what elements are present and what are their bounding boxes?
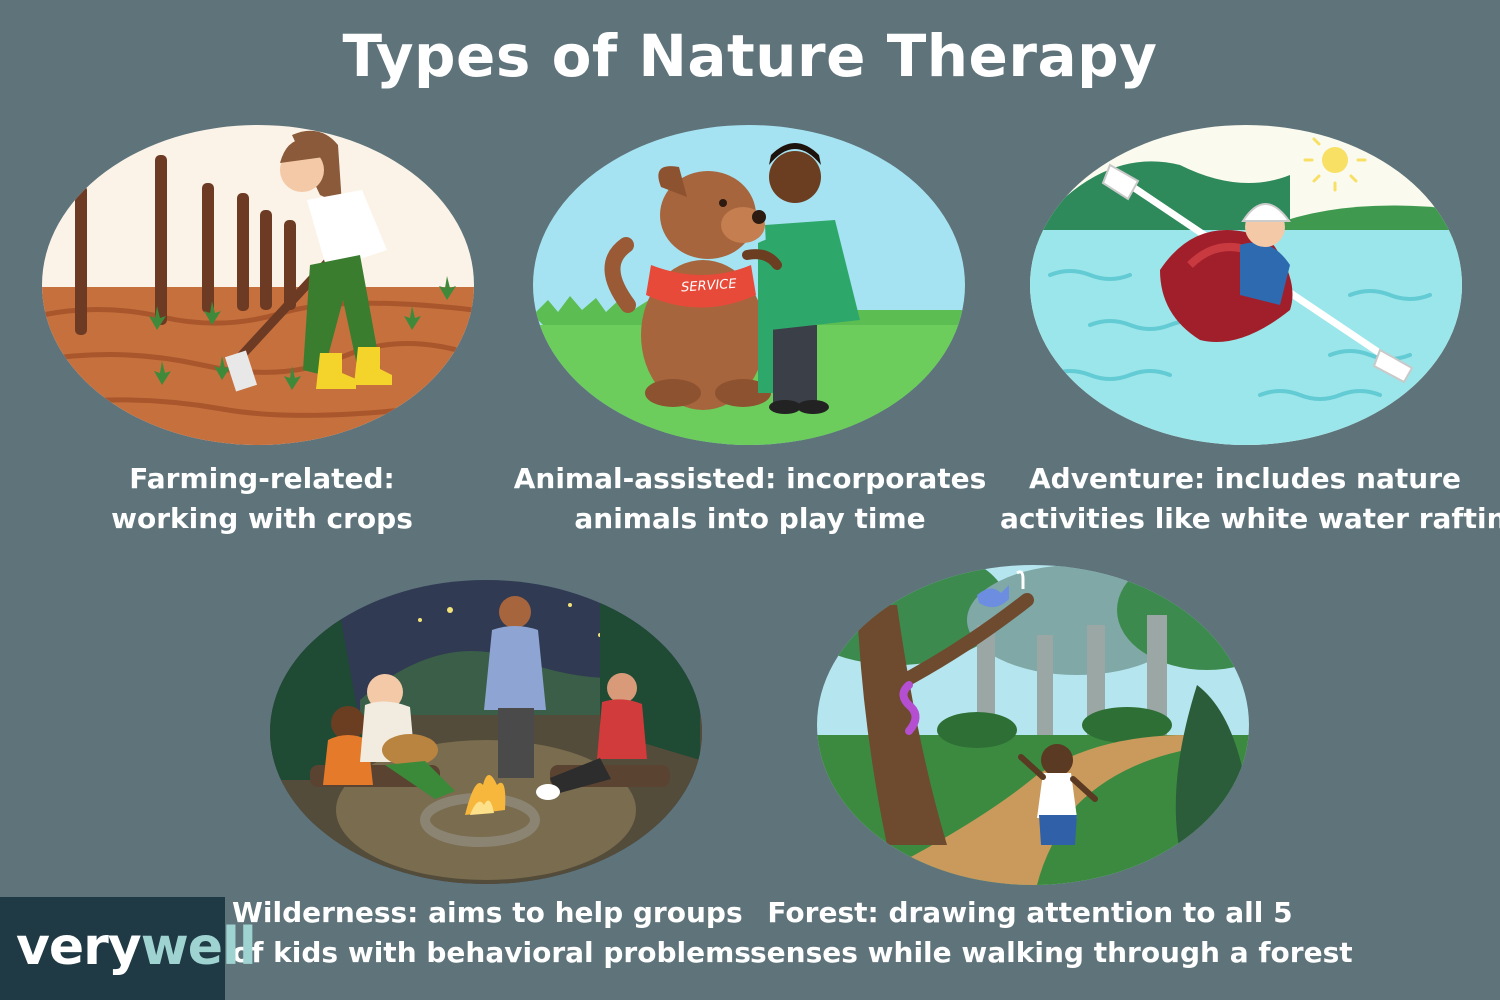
brand-logo: verywell: [0, 897, 257, 1000]
caption-forest-line1: Forest: drawing attention to all 5: [767, 896, 1293, 929]
brand-wordmark: verywell: [16, 917, 257, 977]
wilderness-illustration: [270, 580, 702, 885]
caption-adventure-line2: activities like white water rafting: [1000, 502, 1500, 535]
caption-adventure-line1: Adventure: includes nature: [1028, 462, 1461, 495]
brand-wordmark-well: well: [140, 917, 257, 977]
caption-forest-line2: senses while walking through a forest: [750, 936, 1353, 969]
service-vest-text: SERVICE: [681, 277, 738, 296]
caption-animal-line1: Animal-assisted: incorporates: [513, 462, 987, 495]
caption-forest: Forest: drawing attention to all 5 sense…: [750, 893, 1353, 973]
caption-wilderness-line1: Wilderness: aims to help groups: [232, 896, 743, 929]
brand-wordmark-very: very: [16, 917, 142, 977]
animal-assisted-illustration: SERVICE: [533, 125, 966, 445]
caption-farming-line1: Farming-related:: [129, 462, 395, 495]
caption-farming: Farming-related: working with crops: [62, 459, 462, 539]
page-title: Types of Nature Therapy: [342, 22, 1158, 90]
forest-illustration: [817, 565, 1249, 885]
caption-wilderness-line2: of kids with behavioral problems: [232, 936, 751, 969]
caption-wilderness: Wilderness: aims to help groups of kids …: [232, 893, 751, 973]
adventure-illustration: [1030, 125, 1462, 445]
farming-illustration: [42, 125, 474, 445]
caption-animal: Animal-assisted: incorporates animals in…: [510, 459, 990, 539]
caption-adventure: Adventure: includes nature activities li…: [1000, 459, 1500, 539]
caption-farming-line2: working with crops: [111, 502, 413, 535]
caption-animal-line2: animals into play time: [574, 502, 926, 535]
